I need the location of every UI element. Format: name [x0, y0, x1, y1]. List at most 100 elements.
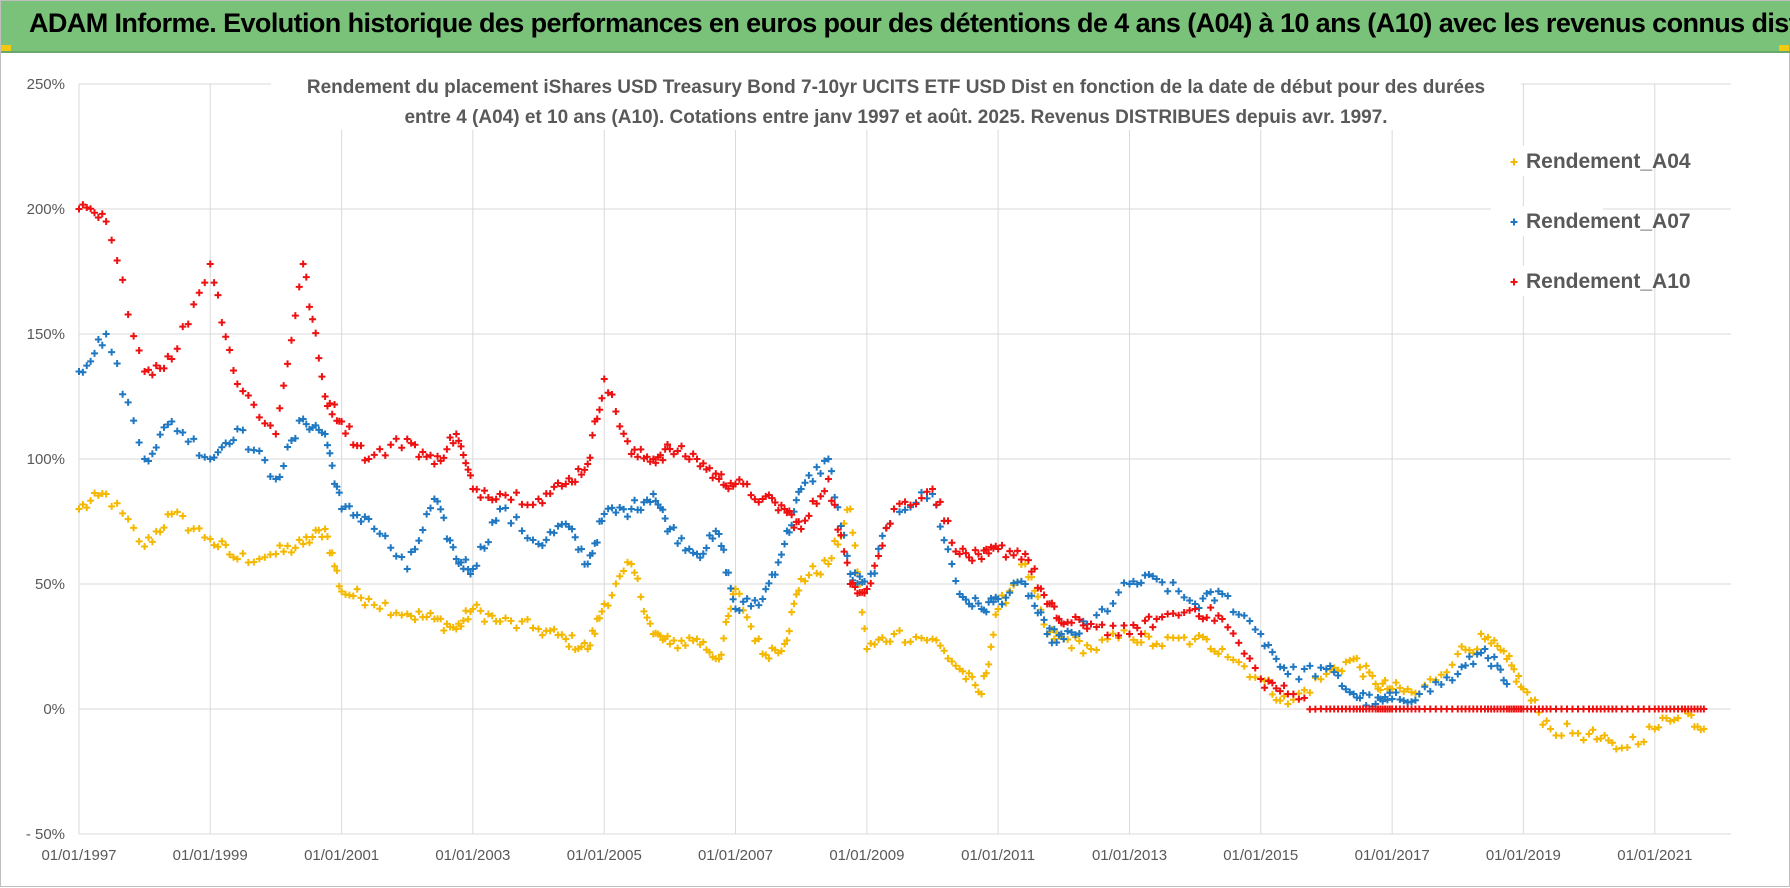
data-point: [821, 487, 829, 495]
data-point: [1437, 681, 1445, 689]
data-point: [1169, 578, 1177, 586]
data-point: [1021, 550, 1029, 558]
data-point: [484, 538, 492, 546]
data-point: [1153, 575, 1161, 583]
data-point: [824, 560, 832, 568]
data-point: [423, 613, 431, 621]
data-point: [1141, 617, 1149, 625]
data-point: [1218, 590, 1226, 598]
data-point: [168, 418, 176, 425]
data-point: [338, 588, 346, 595]
data-point: [353, 585, 361, 593]
data-point: [488, 612, 496, 620]
data-point: [586, 454, 594, 462]
data-point: [856, 573, 864, 581]
data-point: [998, 541, 1006, 549]
data-point: [87, 497, 95, 505]
data-point: [1487, 662, 1495, 670]
data-point: [670, 523, 678, 531]
data-point: [809, 477, 817, 485]
data-point: [184, 527, 192, 535]
data-point: [130, 417, 138, 425]
data-point: [1404, 685, 1412, 693]
data-point: [781, 540, 789, 548]
data-point: [936, 642, 944, 650]
data-point: [365, 455, 373, 463]
data-point: [79, 501, 87, 509]
data-point: [184, 438, 192, 446]
data-point: [1289, 690, 1297, 698]
data-point: [1186, 640, 1194, 648]
data-point: [574, 465, 582, 473]
data-point: [1443, 673, 1451, 681]
data-point: [577, 643, 585, 651]
data-point: [446, 433, 454, 441]
data-point: [284, 443, 292, 451]
data-point: [331, 401, 339, 409]
data-point: [1342, 658, 1350, 666]
data-point: [631, 569, 639, 577]
data-point: [419, 526, 427, 534]
data-point: [1386, 689, 1394, 697]
data-point: [1272, 655, 1280, 663]
data-point: [851, 583, 859, 591]
data-point: [896, 627, 904, 635]
data-point: [1068, 628, 1076, 636]
data-point: [992, 611, 1000, 619]
data-point: [1040, 616, 1048, 624]
data-point: [1137, 630, 1145, 638]
data-point: [542, 536, 550, 544]
data-point: [907, 501, 915, 509]
data-point: [501, 504, 509, 512]
x-axis-ticks: 01/01/1997 01/01/1999 01/01/2001 01/01/2003…: [41, 847, 1692, 864]
x-tick-label: 01/01/1999: [173, 847, 248, 864]
data-point: [124, 515, 132, 523]
gridlines: [78, 83, 1731, 835]
data-point: [1240, 650, 1248, 658]
data-point: [805, 471, 813, 479]
data-point: [649, 455, 657, 463]
data-point: [434, 452, 442, 460]
legend-marker: [1510, 278, 1518, 286]
data-point: [600, 510, 608, 518]
data-point: [361, 601, 369, 609]
data-point: [496, 618, 504, 625]
data-point: [1448, 661, 1456, 669]
data-point: [255, 555, 263, 563]
data-point: [156, 528, 164, 536]
data-point: [724, 612, 732, 620]
data-point: [851, 569, 859, 577]
data-point: [440, 626, 448, 634]
data-point: [440, 514, 448, 522]
data-point: [1037, 608, 1045, 616]
data-point: [1280, 682, 1288, 690]
data-point: [1272, 684, 1280, 692]
data-point: [1229, 630, 1237, 638]
data-point: [349, 592, 357, 600]
data-point: [762, 585, 770, 593]
data-point: [434, 497, 442, 505]
data-point: [357, 442, 365, 450]
data-point: [124, 311, 132, 319]
data-point: [982, 608, 990, 616]
data-point: [473, 601, 481, 609]
data-point: [1388, 685, 1396, 693]
data-point: [1539, 721, 1547, 729]
data-point: [631, 446, 639, 454]
data-point: [781, 640, 789, 648]
data-point: [108, 502, 116, 510]
data-point: [1265, 677, 1272, 685]
data-point: [571, 533, 579, 541]
data-point: [1175, 587, 1183, 595]
data-point: [148, 371, 156, 379]
data-point: [302, 273, 310, 281]
data-point: [1104, 607, 1112, 615]
data-point: [1469, 649, 1477, 657]
data-point: [190, 435, 198, 443]
data-point: [805, 512, 813, 520]
data-point: [1050, 625, 1058, 633]
data-point: [239, 387, 247, 395]
data-point: [1028, 592, 1036, 600]
data-point: [901, 506, 909, 514]
data-point: [1207, 588, 1215, 596]
